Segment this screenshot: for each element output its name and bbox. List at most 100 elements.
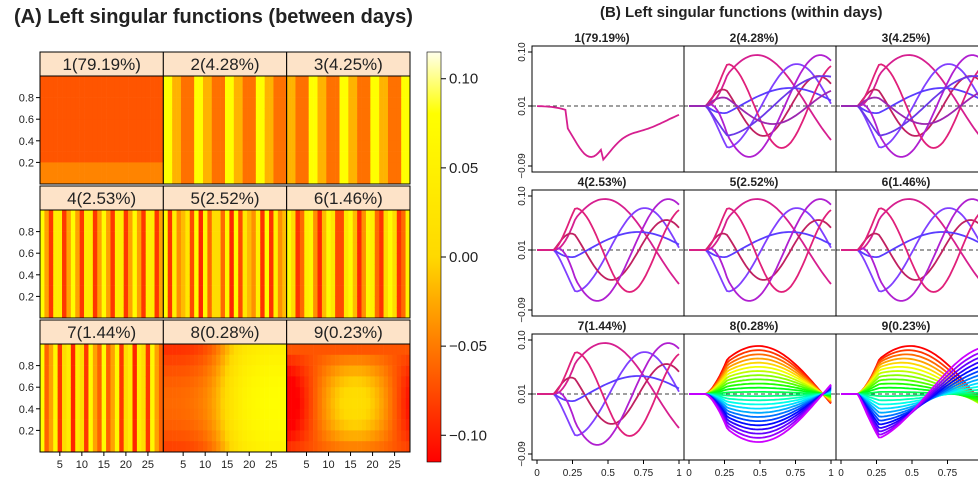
heatmap-cell [225, 76, 230, 88]
heatmap-cell [304, 210, 309, 222]
heatmap-cell [101, 119, 107, 131]
heatmap-cell [207, 285, 213, 297]
heatmap-cell [401, 242, 406, 254]
heatmap-cell [132, 307, 138, 319]
heatmap-cell [132, 242, 138, 254]
heatmap-cell [335, 264, 340, 276]
heatmap-cell [343, 210, 349, 222]
heatmap-cell [242, 285, 248, 297]
heatmap-cell [251, 296, 257, 308]
heatmap-cell [269, 365, 274, 377]
heatmap-cell [70, 76, 76, 88]
heatmap-cell [79, 119, 85, 131]
heatmap-cell [216, 387, 221, 399]
heatmap-cell [304, 97, 309, 109]
heatmap-cell [70, 108, 76, 120]
heatmap-cell [330, 231, 336, 243]
heatmap-cell [66, 108, 72, 120]
heatmap-cell [365, 220, 371, 232]
heatmap-cell [343, 108, 349, 120]
heatmap-cell [66, 173, 72, 185]
heatmap-cell [255, 108, 261, 120]
heatmap-cell [379, 296, 384, 308]
heatmap-cell [379, 151, 384, 163]
heatmap-cell [150, 97, 155, 109]
heatmap-cell [317, 130, 323, 142]
heatmap-cell [291, 173, 296, 185]
heatmap-cell [207, 162, 213, 174]
heatmap-cell [194, 441, 199, 453]
heatmap-cell [308, 140, 314, 152]
heatmap-cell [163, 220, 169, 232]
heatmap-cell [317, 220, 323, 232]
heatmap-cell [229, 354, 235, 366]
heatmap-cell [357, 130, 362, 142]
heatmap-cell [194, 173, 199, 185]
heatmap-cell [207, 354, 213, 366]
heatmap-cell [119, 242, 124, 254]
heatmap-cell [110, 376, 116, 388]
heatmap-cell [286, 162, 292, 174]
heatmap-cell [44, 119, 50, 131]
heatmap-cell [225, 398, 230, 410]
heatmap-cell [247, 119, 252, 131]
heatmap-cell [75, 97, 80, 109]
heatmap-cell [88, 365, 94, 377]
heatmap-cell [189, 253, 195, 265]
heatmap-cell [150, 253, 155, 265]
heatmap-cell [304, 307, 309, 319]
heatmap-cell [229, 130, 235, 142]
heatmap-cell [62, 441, 67, 453]
heatmap-cell [326, 76, 332, 88]
heatmap-cell [282, 151, 287, 163]
heatmap-cell [48, 108, 54, 120]
heatmap-cell [251, 173, 257, 185]
colorbar-tick-label: −0.10 [449, 427, 487, 444]
heatmap-cell [40, 119, 45, 131]
line-x-tick-label: 0.25 [563, 468, 583, 479]
heatmap-cell [370, 274, 376, 286]
heatmap-cell [348, 253, 354, 265]
heatmap-cell [339, 76, 345, 88]
heatmap-cell [277, 119, 283, 131]
heatmap-cell [123, 296, 129, 308]
heatmap-cell [255, 376, 261, 388]
heatmap-cell [387, 285, 393, 297]
heatmap-cell [92, 376, 98, 388]
heatmap-cell [167, 376, 173, 388]
heatmap-cell [114, 296, 120, 308]
heatmap-cell [348, 376, 354, 388]
heatmap-cell [273, 173, 279, 185]
heatmap-cell [396, 419, 402, 431]
heatmap-cell [343, 354, 349, 366]
heatmap-cell [273, 344, 279, 356]
heatmap-cell [317, 365, 323, 377]
heatmap-cell [233, 253, 239, 265]
heatmap-cell [216, 274, 221, 286]
heatmap-y-tick-label: 0.2 [19, 291, 34, 303]
heatmap-cell [119, 76, 124, 88]
heatmap-cell [136, 430, 142, 442]
heatmap-cell [136, 387, 142, 399]
heatmap-cell [220, 231, 226, 243]
heatmap-cell [66, 419, 72, 431]
heatmap-cell [132, 344, 138, 356]
heatmap-cell [136, 408, 142, 420]
heatmap-cell [154, 419, 160, 431]
heatmap-cell [106, 441, 111, 453]
heatmap-cell [180, 441, 186, 453]
heatmap-cell [295, 86, 301, 98]
heatmap-cell [308, 86, 314, 98]
heatmap-cell [154, 173, 160, 185]
heatmap-cell [348, 151, 354, 163]
heatmap-cell [44, 419, 50, 431]
heatmap-cell [255, 242, 261, 254]
heatmap-cell [110, 387, 116, 399]
heatmap-cell [132, 162, 138, 174]
line-panel-label: 7(1.44%) [578, 319, 627, 333]
heatmap-cell [220, 151, 226, 163]
heatmap-cell [392, 97, 398, 109]
heatmap-cell [225, 296, 230, 308]
heatmap-cell [317, 86, 323, 98]
heatmap-cell [282, 344, 287, 356]
